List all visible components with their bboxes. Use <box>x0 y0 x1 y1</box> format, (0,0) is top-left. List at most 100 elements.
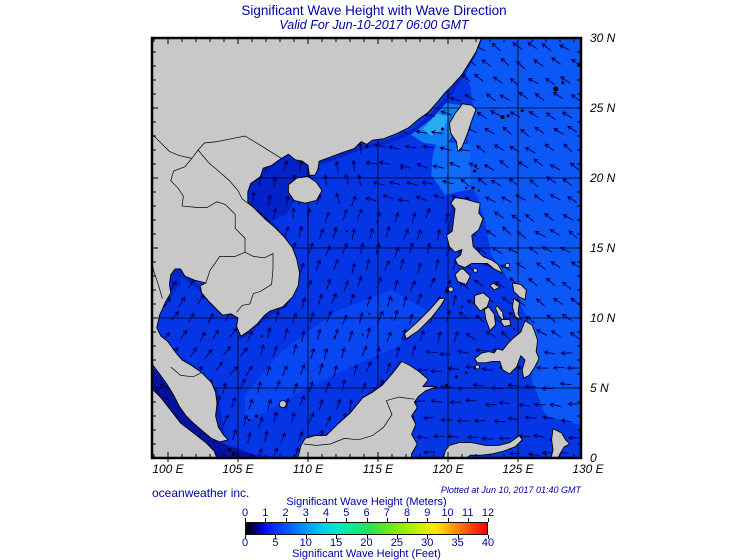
islet-dot <box>391 298 393 301</box>
small-island <box>474 364 480 370</box>
colorbar-meters-value: 7 <box>383 507 390 519</box>
islet-dot <box>333 336 336 339</box>
islet-dot <box>400 167 403 170</box>
page-title: Significant Wave Height with Wave Direct… <box>241 3 507 18</box>
colorbar-tick <box>407 518 408 522</box>
islet-dot <box>445 289 449 293</box>
wave-region-pacific-2m <box>462 38 581 426</box>
islet-dot <box>368 312 371 315</box>
islet-dot <box>477 189 480 192</box>
lat-tick-label: 5 N <box>590 381 609 395</box>
island-panay <box>474 292 491 312</box>
lat-tick-label: 15 N <box>590 241 616 255</box>
islet-dot <box>254 414 258 418</box>
islet-dot <box>506 114 510 118</box>
islet-dot <box>465 186 468 189</box>
islet-dot <box>389 317 392 319</box>
islet-dot <box>561 81 565 85</box>
islet-dot <box>473 367 476 370</box>
wave-region-scs-central-1.5m <box>245 290 427 423</box>
islet-dot <box>231 451 236 456</box>
colorbar-meters-value: 8 <box>403 507 411 519</box>
lon-tick-label: 130 E <box>572 462 604 476</box>
colorbar-meters-value: 9 <box>424 507 431 519</box>
country-border-6 <box>170 366 202 378</box>
small-island <box>447 286 454 293</box>
small-island <box>472 267 478 273</box>
country-border-4 <box>205 251 246 284</box>
island-halmahera <box>550 428 571 458</box>
islet-dot <box>520 109 524 113</box>
island-palawan <box>404 297 446 340</box>
colorbar-tick <box>366 535 368 539</box>
colorbar-meters-value: 11 <box>462 507 474 519</box>
colorbar-tick <box>305 518 307 522</box>
colorbar-tick <box>305 535 307 539</box>
island-leyte <box>511 297 522 320</box>
colorbar-meters-value: 10 <box>441 507 454 519</box>
wave-height-colorbar <box>245 522 488 535</box>
island-masbate <box>489 282 501 291</box>
colorbar-tick <box>457 535 459 539</box>
colorbar-tick <box>447 518 449 522</box>
lat-tick-label: 20 N <box>590 171 616 185</box>
islet-dot <box>461 305 463 308</box>
colorbar-feet-value: 5 <box>272 537 279 549</box>
colorbar-meters-value: 12 <box>481 507 495 519</box>
islet-dot <box>334 227 338 230</box>
islet-dot <box>445 383 449 387</box>
colorbar-tick <box>245 535 246 539</box>
country-border-3 <box>170 158 274 313</box>
colorbar-tick <box>467 518 469 522</box>
lon-tick-label: 100 E <box>152 462 184 476</box>
colorbar-tick <box>366 518 368 522</box>
country-border-1 <box>152 133 192 159</box>
colorbar-meters-value: 6 <box>363 507 370 519</box>
colorbar-feet-value: 25 <box>390 537 403 549</box>
lon-tick-label: 120 E <box>432 462 464 476</box>
islet-dot <box>512 328 515 331</box>
colorbar-tick <box>488 518 489 522</box>
colorbar-tick <box>265 518 267 522</box>
colorbar-meters-value: 4 <box>322 507 330 519</box>
islet-dot <box>500 115 505 120</box>
colorbar-tick <box>336 535 338 539</box>
islet-dot <box>260 335 263 338</box>
colorbar-meters-value: 3 <box>302 507 309 519</box>
colorbar-tick <box>386 518 388 522</box>
colorbar-meters-value: 5 <box>343 507 350 519</box>
islet-dot <box>248 419 251 422</box>
colorbar-tick <box>326 518 327 522</box>
colorbar-tick <box>427 535 429 539</box>
colorbar-tick <box>427 518 429 522</box>
colorbar-feet-value: 20 <box>360 537 373 549</box>
islet-dot <box>471 186 475 190</box>
island-bohol <box>500 318 512 327</box>
credit-text: oceanweather inc. <box>152 486 250 500</box>
valid-time-subtitle: Valid For Jun-10-2017 06:00 GMT <box>279 18 469 32</box>
colorbar-feet-value: 30 <box>421 537 434 549</box>
small-island <box>278 400 287 409</box>
plotted-timestamp: Plotted at Jun 10, 2017 01:40 GMT <box>440 485 581 495</box>
wave-region-luzon-strait-2m <box>431 141 471 195</box>
island-cebu <box>495 304 505 323</box>
wave-region-gulf-of-tonkin-0.75m <box>246 155 313 222</box>
colorbar-meters-value: 1 <box>262 507 269 519</box>
islet-dot <box>440 127 444 131</box>
colorbar-title-feet: Significant Wave Height (Feet) <box>292 548 441 560</box>
map-layers <box>152 38 581 458</box>
colorbar-feet-value: 40 <box>481 537 495 549</box>
country-border-7 <box>303 396 415 446</box>
island-mindoro <box>454 268 471 285</box>
small-island <box>504 262 511 269</box>
islet-dot <box>346 230 349 233</box>
island-luzon <box>446 197 504 274</box>
lon-tick-label: 110 E <box>292 462 324 476</box>
island-negros <box>483 306 497 332</box>
colorbar-meters-value: 0 <box>241 507 249 519</box>
frame-tick-marks <box>152 38 581 462</box>
islet-dot <box>474 164 478 167</box>
island-borneo <box>297 360 438 458</box>
